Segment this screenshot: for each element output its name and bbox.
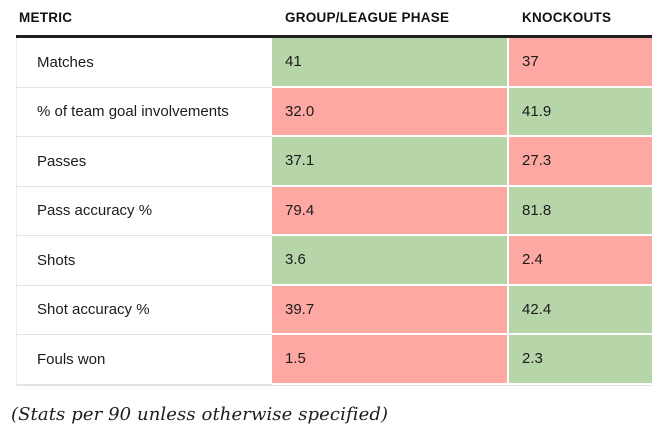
metric-label: Matches bbox=[16, 38, 272, 88]
metric-label: Pass accuracy % bbox=[16, 186, 272, 236]
table-row: Pass accuracy % 79.4 81.8 bbox=[16, 186, 652, 236]
group-phase-value: 41 bbox=[272, 38, 509, 88]
table-row: Shot accuracy % 39.7 42.4 bbox=[16, 285, 652, 335]
metric-label: Shots bbox=[16, 236, 272, 286]
knockouts-value: 37 bbox=[509, 38, 652, 88]
table-header-row: METRIC GROUP/LEAGUE PHASE KNOCKOUTS bbox=[16, 0, 652, 38]
column-header-group-league-phase: GROUP/LEAGUE PHASE bbox=[285, 10, 450, 25]
table-row: Fouls won 1.5 2.3 bbox=[16, 335, 652, 385]
knockouts-value: 42.4 bbox=[509, 285, 652, 335]
stats-table: METRIC GROUP/LEAGUE PHASE KNOCKOUTS Matc… bbox=[16, 0, 652, 386]
knockouts-value: 81.8 bbox=[509, 186, 652, 236]
table-body: Matches 41 37 % of team goal involvement… bbox=[16, 38, 652, 386]
table-row: Passes 37.1 27.3 bbox=[16, 137, 652, 187]
group-phase-value: 37.1 bbox=[272, 137, 509, 187]
group-phase-value: 3.6 bbox=[272, 236, 509, 286]
table-row: Matches 41 37 bbox=[16, 38, 652, 88]
table-row: % of team goal involvements 32.0 41.9 bbox=[16, 87, 652, 137]
knockouts-value: 2.4 bbox=[509, 236, 652, 286]
group-phase-value: 32.0 bbox=[272, 87, 509, 137]
group-phase-value: 79.4 bbox=[272, 186, 509, 236]
knockouts-value: 41.9 bbox=[509, 87, 652, 137]
column-header-knockouts: KNOCKOUTS bbox=[522, 10, 612, 25]
metric-label: Shot accuracy % bbox=[16, 285, 272, 335]
group-phase-value: 39.7 bbox=[272, 285, 509, 335]
knockouts-value: 2.3 bbox=[509, 335, 652, 385]
metric-label: Fouls won bbox=[16, 335, 272, 385]
metric-label: % of team goal involvements bbox=[16, 87, 272, 137]
column-header-metric: METRIC bbox=[19, 10, 73, 25]
stats-footnote: (Stats per 90 unless otherwise specified… bbox=[11, 404, 389, 425]
metric-label: Passes bbox=[16, 137, 272, 187]
table-row: Shots 3.6 2.4 bbox=[16, 236, 652, 286]
knockouts-value: 27.3 bbox=[509, 137, 652, 187]
group-phase-value: 1.5 bbox=[272, 335, 509, 385]
